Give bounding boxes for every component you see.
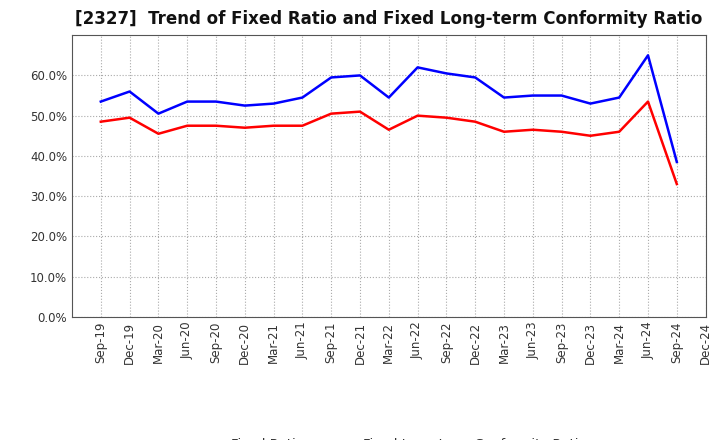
Fixed Long-term Conformity Ratio [413, 113, 422, 118]
Title: [2327]  Trend of Fixed Ratio and Fixed Long-term Conformity Ratio: [2327] Trend of Fixed Ratio and Fixed Lo… [75, 10, 703, 28]
Fixed Ratio [327, 75, 336, 80]
Fixed Long-term Conformity Ratio [615, 129, 624, 134]
Fixed Long-term Conformity Ratio [500, 129, 508, 134]
Fixed Long-term Conformity Ratio [356, 109, 364, 114]
Fixed Ratio [356, 73, 364, 78]
Fixed Long-term Conformity Ratio [644, 99, 652, 104]
Fixed Ratio [644, 53, 652, 58]
Fixed Ratio [557, 93, 566, 98]
Fixed Long-term Conformity Ratio [557, 129, 566, 134]
Fixed Ratio [384, 95, 393, 100]
Legend: Fixed Ratio, Fixed Long-term Conformity Ratio: Fixed Ratio, Fixed Long-term Conformity … [186, 433, 592, 440]
Fixed Long-term Conformity Ratio [672, 181, 681, 187]
Fixed Ratio [125, 89, 134, 94]
Fixed Long-term Conformity Ratio [240, 125, 249, 130]
Fixed Long-term Conformity Ratio [471, 119, 480, 125]
Fixed Ratio [586, 101, 595, 106]
Fixed Long-term Conformity Ratio [384, 127, 393, 132]
Fixed Long-term Conformity Ratio [528, 127, 537, 132]
Fixed Long-term Conformity Ratio [96, 119, 105, 125]
Fixed Ratio [528, 93, 537, 98]
Fixed Long-term Conformity Ratio [298, 123, 307, 128]
Fixed Long-term Conformity Ratio [269, 123, 278, 128]
Fixed Ratio [96, 99, 105, 104]
Fixed Ratio [183, 99, 192, 104]
Fixed Ratio [298, 95, 307, 100]
Fixed Long-term Conformity Ratio [327, 111, 336, 116]
Fixed Ratio [615, 95, 624, 100]
Fixed Ratio [269, 101, 278, 106]
Fixed Ratio [471, 75, 480, 80]
Fixed Ratio [672, 159, 681, 165]
Fixed Long-term Conformity Ratio [154, 131, 163, 136]
Fixed Ratio [500, 95, 508, 100]
Fixed Ratio [413, 65, 422, 70]
Fixed Ratio [442, 71, 451, 76]
Fixed Long-term Conformity Ratio [442, 115, 451, 120]
Line: Fixed Ratio: Fixed Ratio [101, 55, 677, 162]
Fixed Long-term Conformity Ratio [586, 133, 595, 139]
Fixed Ratio [154, 111, 163, 116]
Fixed Long-term Conformity Ratio [212, 123, 220, 128]
Fixed Ratio [212, 99, 220, 104]
Fixed Ratio [240, 103, 249, 108]
Line: Fixed Long-term Conformity Ratio: Fixed Long-term Conformity Ratio [101, 102, 677, 184]
Fixed Long-term Conformity Ratio [183, 123, 192, 128]
Fixed Long-term Conformity Ratio [125, 115, 134, 120]
